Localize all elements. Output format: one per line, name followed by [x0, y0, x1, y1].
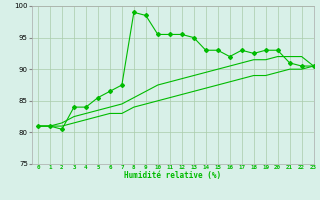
X-axis label: Humidité relative (%): Humidité relative (%) — [124, 171, 221, 180]
